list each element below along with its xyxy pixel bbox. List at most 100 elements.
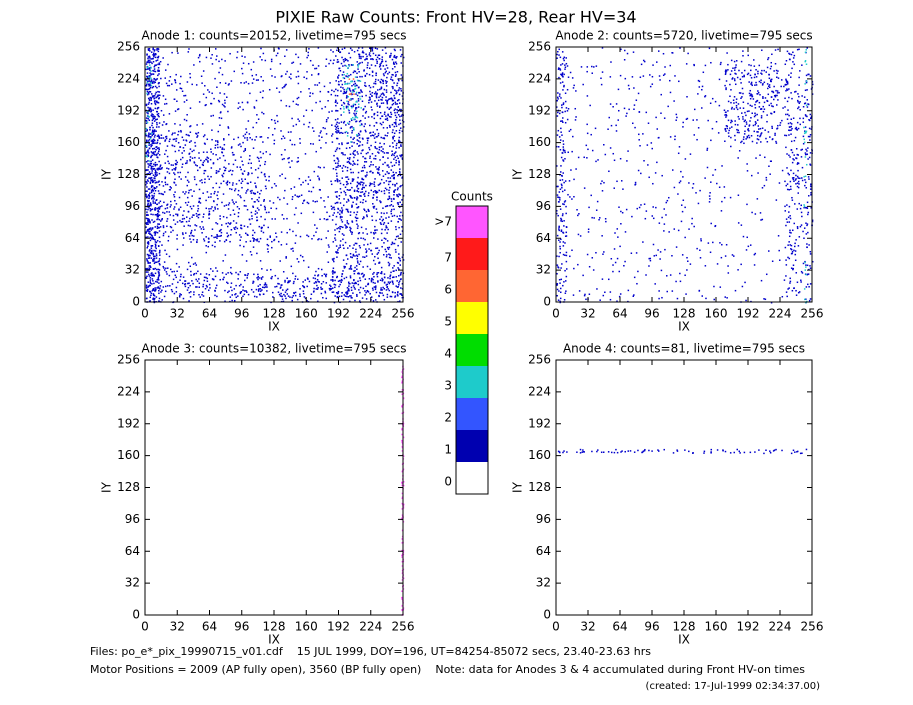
count-pixel (252, 282, 254, 284)
count-pixel (260, 136, 263, 138)
count-pixel (189, 107, 192, 109)
count-pixel (226, 181, 229, 184)
count-pixel (349, 147, 351, 149)
count-pixel (640, 172, 642, 175)
count-pixel (569, 71, 572, 74)
count-pixel (786, 89, 789, 91)
count-pixel (188, 300, 190, 302)
count-pixel (246, 101, 249, 103)
count-pixel (675, 246, 678, 248)
count-pixel (154, 289, 157, 292)
count-pixel (809, 188, 812, 190)
count-pixel (729, 95, 731, 98)
count-pixel (671, 169, 674, 171)
count-pixel (242, 286, 244, 288)
count-pixel (146, 61, 149, 63)
count-pixel (148, 227, 151, 230)
count-pixel (281, 75, 283, 77)
count-pixel (255, 186, 257, 189)
count-pixel (266, 269, 268, 271)
count-pixel (760, 132, 763, 134)
count-pixel (398, 218, 400, 220)
count-pixel (360, 89, 362, 91)
count-pixel (808, 119, 810, 121)
count-pixel (286, 293, 289, 295)
count-pixel (396, 84, 398, 87)
count-pixel (346, 226, 348, 228)
count-pixel (148, 160, 151, 162)
count-pixel (265, 187, 267, 190)
count-pixel (197, 270, 199, 273)
count-pixel (775, 142, 778, 144)
count-pixel (800, 224, 803, 226)
count-pixel (150, 132, 153, 135)
count-pixel (601, 71, 604, 73)
count-pixel (237, 273, 239, 276)
count-pixel (193, 176, 196, 178)
count-pixel (156, 147, 159, 150)
count-pixel (730, 70, 733, 72)
count-pixel (198, 157, 200, 159)
count-pixel (209, 268, 212, 270)
count-pixel (226, 96, 228, 98)
count-pixel (362, 201, 364, 204)
count-pixel (182, 276, 185, 278)
count-pixel (671, 290, 674, 292)
count-pixel (621, 211, 624, 214)
count-pixel (357, 66, 359, 68)
count-pixel (257, 290, 260, 292)
count-pixel (352, 103, 355, 106)
count-pixel (787, 288, 789, 290)
count-pixel (198, 201, 200, 203)
count-pixel (354, 70, 357, 73)
count-pixel (372, 52, 375, 55)
count-pixel (158, 300, 160, 302)
count-pixel (152, 293, 155, 295)
count-pixel (304, 279, 307, 281)
count-pixel (376, 168, 378, 170)
count-pixel (240, 227, 242, 229)
count-pixel (176, 238, 178, 240)
count-pixel (801, 272, 804, 274)
count-pixel (339, 209, 341, 212)
count-pixel (322, 296, 324, 299)
count-pixel (769, 79, 772, 81)
count-pixel (229, 223, 231, 225)
count-pixel (370, 170, 372, 173)
count-pixel (155, 247, 157, 250)
count-pixel (731, 78, 733, 80)
count-pixel (784, 180, 786, 183)
count-pixel (386, 152, 388, 154)
count-pixel (377, 134, 380, 137)
count-pixel (809, 117, 812, 120)
count-pixel (147, 271, 149, 273)
count-pixel (276, 114, 278, 117)
count-pixel (391, 79, 394, 82)
count-pixel (711, 97, 714, 100)
count-pixel (733, 108, 735, 110)
count-pixel (290, 77, 292, 80)
count-pixel (370, 135, 372, 137)
count-pixel (757, 138, 760, 141)
count-pixel (385, 91, 388, 93)
count-pixel (164, 139, 167, 141)
count-pixel (356, 223, 358, 225)
count-pixel (157, 215, 160, 218)
count-pixel (202, 192, 204, 194)
count-pixel (727, 272, 730, 274)
count-pixel (660, 93, 662, 96)
count-pixel (145, 289, 148, 292)
count-pixel (153, 130, 156, 132)
count-pixel (401, 130, 404, 132)
count-pixel (315, 231, 317, 233)
count-pixel (224, 289, 226, 292)
count-pixel (734, 120, 736, 122)
count-pixel (808, 156, 811, 159)
count-pixel (735, 106, 738, 109)
count-pixel (679, 272, 681, 275)
count-pixel (753, 76, 756, 79)
count-pixel (188, 189, 190, 192)
count-pixel (151, 119, 154, 122)
count-pixel (367, 151, 369, 154)
count-pixel (237, 107, 239, 110)
